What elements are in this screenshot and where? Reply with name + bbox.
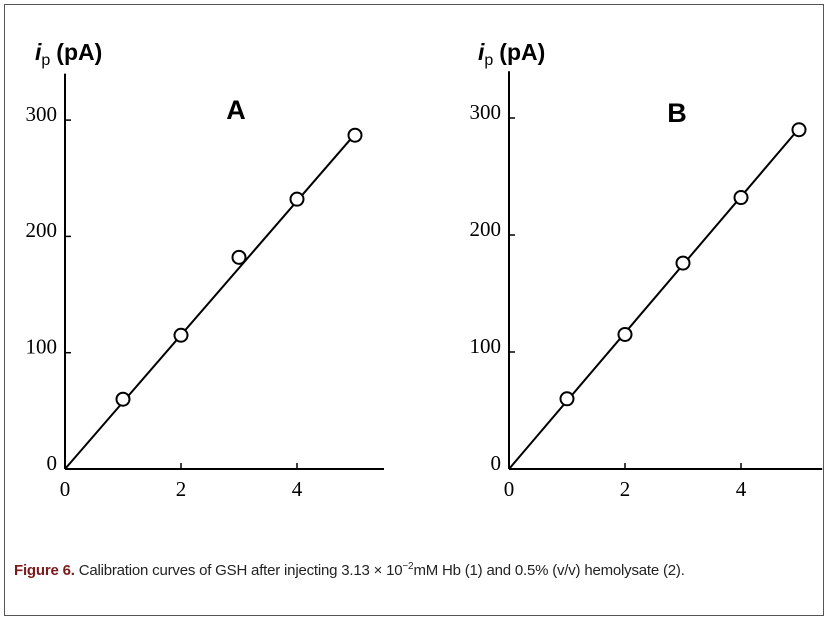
- x-tick-label: 0: [504, 477, 515, 501]
- y-label-symbol: i: [35, 39, 42, 65]
- caption-text: mM Hb (1) and 0.5% (v/v) hemolysate (2).: [413, 562, 685, 579]
- y-label-subscript: p: [41, 52, 50, 69]
- y-tick-label: 300: [26, 102, 58, 126]
- y-tick-label: 100: [470, 334, 502, 358]
- y-tick-label: 200: [470, 217, 502, 241]
- x-tick-label: 4: [736, 477, 747, 501]
- fit-line: [508, 127, 800, 470]
- fit-line: [64, 133, 356, 470]
- caption-label: Figure 6.: [14, 562, 75, 579]
- x-tick-label: 4: [292, 477, 303, 501]
- panel-title: A: [226, 95, 246, 125]
- caption: Figure 6. Calibration curves of GSH afte…: [14, 556, 814, 581]
- y-tick-label: 300: [470, 100, 502, 124]
- y-label-unit: (pA): [499, 39, 545, 65]
- data-point: [559, 391, 575, 407]
- x-tick-label: 2: [620, 477, 631, 501]
- data-point: [617, 326, 633, 342]
- y-label-unit: (pA): [56, 39, 102, 65]
- y-axis-label: ip (pA): [35, 39, 102, 69]
- y-label-subscript: p: [484, 52, 493, 69]
- data-point: [173, 327, 189, 343]
- caption-text: Calibration curves of GSH after injectin…: [78, 562, 403, 579]
- data-point: [791, 122, 807, 138]
- data-point: [115, 391, 131, 407]
- y-label-symbol: i: [478, 39, 485, 65]
- data-point: [231, 249, 247, 265]
- data-point: [733, 190, 749, 206]
- y-axis-label: ip (pA): [478, 39, 545, 69]
- caption-superscript: −2: [402, 561, 414, 572]
- y-tick-label: 0: [47, 451, 58, 475]
- y-tick-label: 0: [491, 451, 502, 475]
- data-point: [347, 127, 363, 143]
- y-tick-label: 100: [26, 335, 58, 359]
- y-tick-label: 200: [26, 218, 58, 242]
- charts: 0100200300024Aip(pA)105c(M)0100200300024…: [26, 39, 823, 501]
- x-tick-label: 0: [60, 477, 71, 501]
- x-tick-label: 2: [176, 477, 187, 501]
- figure-frame: [4, 4, 824, 616]
- data-point: [289, 191, 305, 207]
- data-point: [675, 255, 691, 271]
- panel-title: B: [667, 98, 687, 128]
